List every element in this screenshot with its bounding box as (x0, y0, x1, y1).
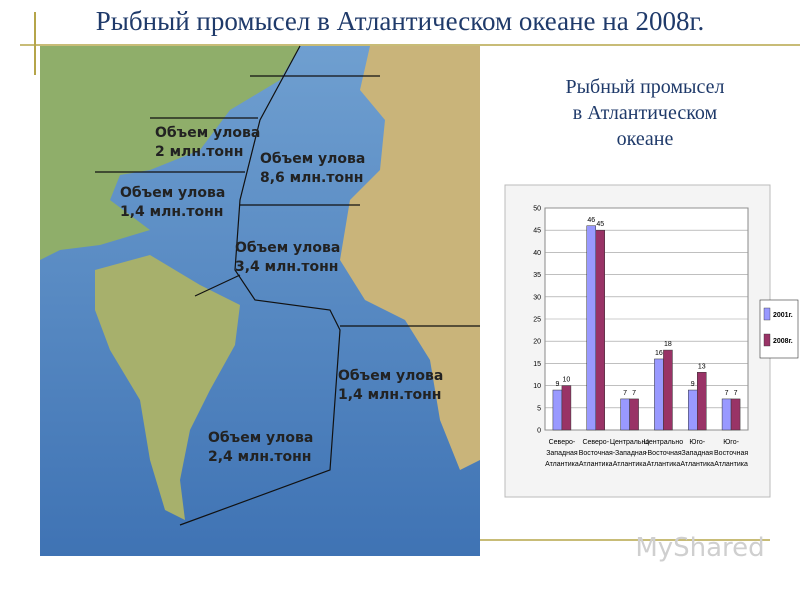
value-label: 45 (596, 221, 604, 228)
value-label: 16 (655, 350, 663, 357)
bar (595, 229, 605, 431)
y-tick-label: 35 (533, 272, 541, 279)
x-tick-label: Атлантика (647, 461, 681, 468)
x-tick-label: -Восточная (645, 450, 682, 457)
value-label: 7 (623, 390, 627, 397)
legend: 2001г. 2008г. (759, 299, 799, 359)
map-label: 2,4 млн.тонн (208, 449, 311, 465)
panel-title: в Атлантическом (573, 102, 718, 124)
x-tick-label: -Западная (613, 450, 647, 457)
value-label: 13 (698, 363, 706, 370)
x-tick-label: Атлантика (545, 461, 579, 468)
value-label: 7 (734, 390, 738, 397)
bar (688, 389, 698, 431)
x-tick-label: Западная (546, 450, 578, 457)
bar (721, 398, 732, 431)
bar (629, 398, 639, 431)
map-label: Объем улова (260, 151, 365, 167)
map-label: Объем улова (120, 185, 225, 201)
x-tick-label: Атлантика (579, 461, 613, 468)
watermark: MyShared (635, 533, 764, 563)
land-africa-europe (340, 46, 480, 470)
map-label: Объем улова (338, 368, 443, 384)
bar (663, 349, 673, 431)
x-tick-label: Восточная (579, 450, 613, 457)
bar (620, 398, 630, 431)
map-label: Объем улова (155, 125, 260, 141)
value-label: 46 (587, 217, 595, 224)
bar (561, 385, 572, 431)
x-tick-label: Северо- (582, 439, 609, 446)
bar (552, 389, 563, 431)
x-tick-label: Центрально (610, 439, 650, 446)
value-label: 7 (632, 390, 636, 397)
y-tick-label: 10 (533, 383, 541, 390)
y-tick-label: 45 (533, 228, 541, 235)
land-south-america (95, 255, 240, 520)
map-label: Объем улова (235, 240, 340, 256)
bar (654, 358, 664, 431)
value-label: 18 (664, 341, 672, 348)
x-tick-label: Юго- (689, 439, 705, 446)
value-label: 10 (563, 377, 571, 384)
map-label: 3,4 млн.тонн (235, 259, 338, 275)
value-label: 7 (725, 390, 729, 397)
y-tick-label: 40 (533, 250, 541, 257)
bar (586, 225, 596, 431)
slide-title: Рыбный промысел в Атлантическом океане н… (96, 6, 704, 36)
panel-title: Рыбный промысел (566, 76, 725, 98)
legend-label: 2008г. (773, 338, 793, 345)
x-tick-label: Западная (682, 450, 714, 457)
value-label: 9 (691, 381, 695, 388)
region-borders (95, 45, 480, 526)
y-tick-label: 5 (537, 405, 541, 412)
x-tick-label: Восточная (714, 450, 748, 457)
y-tick-label: 15 (533, 361, 541, 368)
y-tick-label: 20 (533, 339, 541, 346)
x-tick-label: Центрально (644, 439, 684, 446)
bar (730, 398, 741, 431)
legend-label: 2001г. (773, 312, 793, 319)
map-label: Объем улова (208, 430, 313, 446)
x-tick-label: Юго- (723, 439, 739, 446)
y-tick-label: 25 (533, 317, 541, 324)
y-tick-label: 0 (537, 428, 541, 435)
map (40, 45, 480, 556)
map-label: 2 млн.тонн (155, 144, 243, 160)
panel-title: океане (617, 128, 674, 150)
x-tick-label: Атлантика (613, 461, 647, 468)
map-label: 1,4 млн.тонн (338, 387, 441, 403)
x-tick-label: Атлантика (714, 461, 748, 468)
land-north-america (40, 46, 300, 260)
legend-swatch (763, 333, 771, 347)
value-label: 9 (555, 381, 559, 388)
y-tick-label: 30 (533, 294, 541, 301)
map-label: 1,4 млн.тонн (120, 204, 223, 220)
x-tick-label: Атлантика (680, 461, 714, 468)
legend-swatch (763, 307, 771, 321)
bar (697, 372, 707, 431)
map-label: 8,6 млн.тонн (260, 170, 363, 186)
y-tick-label: 50 (533, 206, 541, 213)
x-tick-label: Северо- (549, 439, 576, 446)
